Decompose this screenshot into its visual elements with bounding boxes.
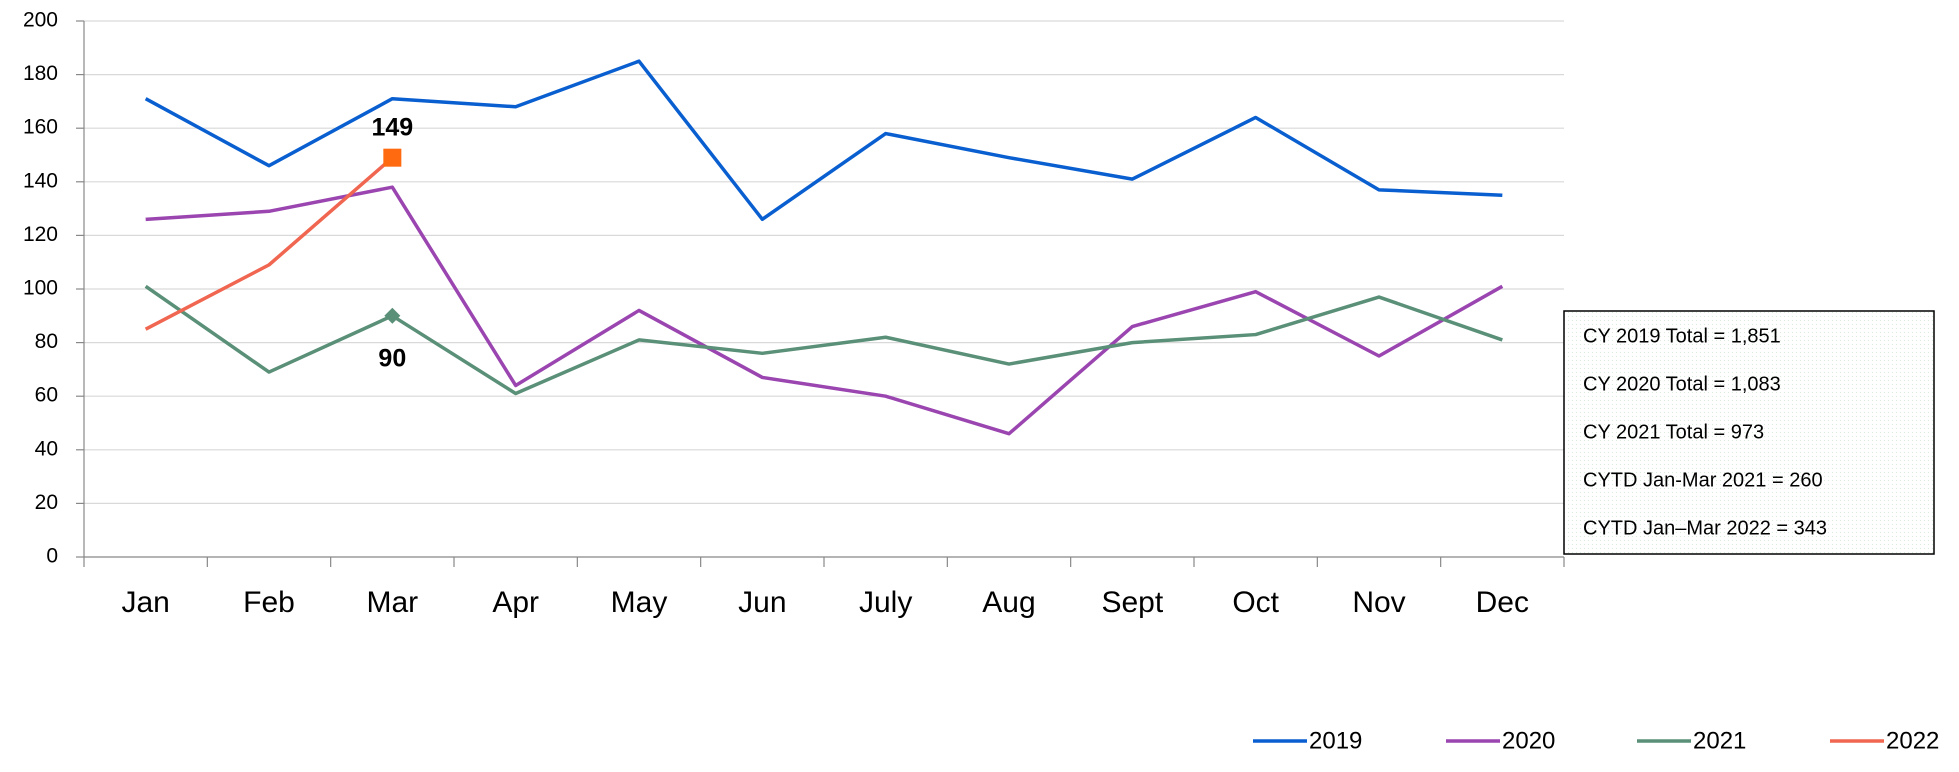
y-tick-label: 200 xyxy=(23,9,58,32)
y-tick-label: 140 xyxy=(23,169,58,192)
annotation-text: CYTD Jan–Mar 2022 = 343 xyxy=(1583,517,1827,539)
data-marker xyxy=(384,307,401,324)
x-tick-label: Aug xyxy=(982,586,1035,619)
x-tick-label: July xyxy=(859,586,912,619)
data-marker xyxy=(383,148,402,167)
annotation-text: CY 2019 Total = 1,851 xyxy=(1583,325,1781,347)
x-tick-label: Feb xyxy=(243,586,295,619)
y-tick-label: 60 xyxy=(35,384,58,407)
x-tick-label: Jun xyxy=(738,586,786,619)
series-line xyxy=(145,185,1504,436)
annotation-text: CY 2021 Total = 973 xyxy=(1583,421,1764,443)
annotation-text: CY 2020 Total = 1,083 xyxy=(1583,373,1781,395)
x-tick-label: Mar xyxy=(366,586,418,619)
data-label: 149 xyxy=(371,113,413,141)
y-tick-label: 0 xyxy=(46,545,58,568)
data-label: 90 xyxy=(378,344,406,372)
series-line xyxy=(144,156,394,331)
y-tick-label: 160 xyxy=(23,116,58,139)
y-tick-label: 80 xyxy=(35,330,58,353)
y-tick-label: 120 xyxy=(23,223,58,246)
legend-label: 2022 xyxy=(1886,727,1939,754)
legend-label: 2020 xyxy=(1502,727,1555,754)
x-tick-label: May xyxy=(611,586,668,619)
x-tick-label: Sept xyxy=(1101,586,1163,619)
annotation-text: CYTD Jan-Mar 2021 = 260 xyxy=(1583,469,1823,491)
x-tick-label: Dec xyxy=(1476,586,1529,619)
legend-label: 2019 xyxy=(1309,727,1362,754)
x-tick-label: Nov xyxy=(1352,586,1405,619)
series-line xyxy=(144,59,1503,222)
x-tick-label: Oct xyxy=(1232,586,1279,619)
annotation-box xyxy=(1563,310,1935,555)
y-tick-label: 20 xyxy=(35,491,58,514)
y-tick-label: 40 xyxy=(35,437,58,460)
y-tick-label: 180 xyxy=(23,62,58,85)
x-tick-label: Apr xyxy=(492,586,539,619)
series-line xyxy=(144,284,1503,396)
x-tick-label: Jan xyxy=(121,586,169,619)
y-tick-label: 100 xyxy=(23,277,58,300)
legend-label: 2021 xyxy=(1693,727,1746,754)
